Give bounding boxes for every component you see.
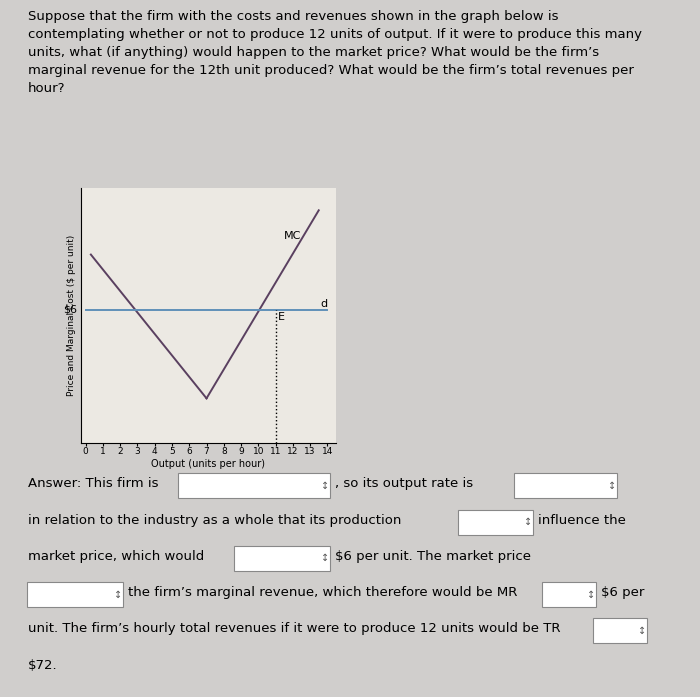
Text: $6: $6 [63, 305, 77, 315]
X-axis label: Output (units per hour): Output (units per hour) [151, 459, 265, 468]
FancyBboxPatch shape [27, 582, 123, 607]
FancyBboxPatch shape [593, 618, 647, 643]
Text: , so its output rate is: , so its output rate is [335, 477, 472, 491]
Text: ↕: ↕ [638, 626, 646, 636]
Text: ↕: ↕ [524, 517, 532, 527]
Text: ↕: ↕ [321, 553, 329, 563]
Text: in relation to the industry as a whole that its production: in relation to the industry as a whole t… [28, 514, 401, 527]
Text: influence the: influence the [538, 514, 626, 527]
Text: E: E [278, 312, 285, 322]
Text: MC: MC [284, 231, 302, 241]
Y-axis label: Price and Marginal Cost ($ per unit): Price and Marginal Cost ($ per unit) [67, 235, 76, 396]
Text: ↕: ↕ [608, 481, 616, 491]
Text: unit. The firm’s hourly total revenues if it were to produce 12 units would be T: unit. The firm’s hourly total revenues i… [28, 622, 561, 636]
Text: $72.: $72. [28, 659, 57, 672]
FancyBboxPatch shape [542, 582, 596, 607]
Text: $6 per: $6 per [601, 586, 644, 599]
Text: d: d [321, 298, 328, 309]
Text: the firm’s marginal revenue, which therefore would be MR: the firm’s marginal revenue, which there… [128, 586, 517, 599]
Text: $6 per unit. The market price: $6 per unit. The market price [335, 550, 531, 563]
Text: ↕: ↕ [321, 481, 329, 491]
FancyBboxPatch shape [514, 473, 617, 498]
FancyBboxPatch shape [234, 546, 330, 571]
Text: Suppose that the firm with the costs and revenues shown in the graph below is
co: Suppose that the firm with the costs and… [28, 10, 642, 95]
Text: market price, which would: market price, which would [28, 550, 204, 563]
Text: ↕: ↕ [114, 590, 122, 599]
FancyBboxPatch shape [458, 510, 533, 535]
Text: ↕: ↕ [587, 590, 595, 599]
FancyBboxPatch shape [178, 473, 330, 498]
Text: Answer: This firm is: Answer: This firm is [28, 477, 158, 491]
